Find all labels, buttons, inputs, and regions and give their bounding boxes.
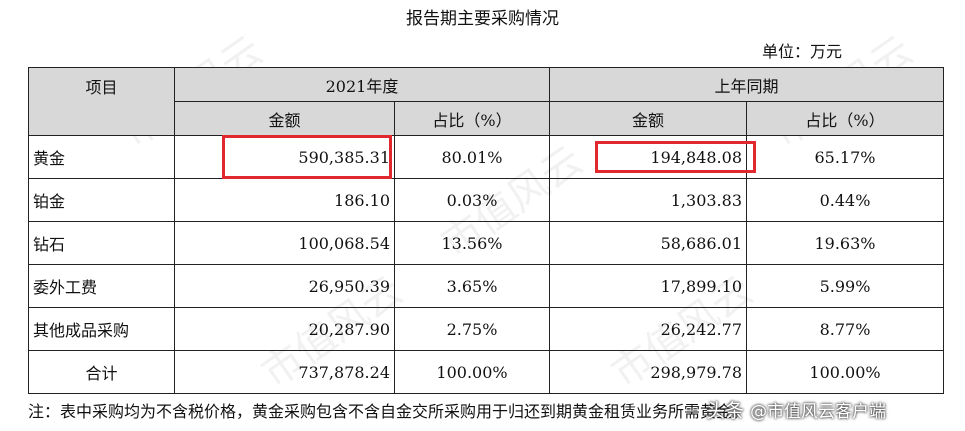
cur-share-header: 占比（%） [394,101,550,136]
cur-amount: 100,068.54 [174,221,395,265]
watermark-prefix: 头条 [706,400,745,422]
row-item: 其他成品采购 [28,307,175,351]
total-row: 合计 737,878.24 100.00% 298,979.78 100.00% [28,350,944,394]
item-header: 项目 [28,67,175,136]
prior-share: 5.99% [746,264,944,308]
prior-amount: 26,242.77 [549,307,747,351]
cur-amount: 20,287.90 [174,307,395,351]
prior-amount: 1,303.83 [549,178,747,222]
table-row: 铂金 186.10 0.03% 1,303.83 0.44% [28,178,944,222]
prior-share: 8.77% [746,307,944,351]
prior-amount: 17,899.10 [549,264,747,308]
footnote: 注：表中采购均为不含税价格，黄金采购包含不含自金交所采购用于归还到期黄金租赁业务… [28,402,749,421]
table-row: 委外工费 26,950.39 3.65% 17,899.10 5.99% [28,264,944,308]
prior-amount: 58,686.01 [549,221,747,265]
cur-amount: 590,385.31 [174,135,395,179]
cur-share: 80.01% [394,135,550,179]
header-row-2: 金额 占比（%） 金额 占比（%） [29,101,944,136]
table-row: 其他成品采购 20,287.90 2.75% 26,242.77 8.77% [28,307,944,351]
cur-amount: 186.10 [174,178,395,222]
table-row: 黄金 590,385.31 80.01% 194,848.08 65.17% [28,135,944,179]
highlight-box-prior-gold [595,141,756,173]
row-item: 委外工费 [28,264,175,308]
prior-share: 0.44% [746,178,944,222]
page-title: 报告期主要采购情况 [406,9,559,29]
cur-amount-header: 金额 [174,101,395,136]
source-watermark: 头条 @市值风云客户端 [706,396,886,423]
cur-share: 13.56% [394,221,550,265]
highlight-box-current-gold [222,135,392,179]
prior-amount-header: 金额 [549,101,747,136]
prior-share: 65.17% [746,135,944,179]
period-current-header: 2021年度 [174,67,550,102]
table-row: 钻石 100,068.54 13.56% 58,686.01 19.63% [28,221,944,265]
total-label: 合计 [28,350,175,394]
row-item: 钻石 [28,221,175,265]
unit-label: 单位：万元 [761,42,842,61]
procurement-table: 项目 2021年度 上年同期 金额 占比（%） 金额 占比（%） 黄金 590,… [28,67,944,394]
prior-share: 19.63% [746,221,944,265]
header-row-1: 项目 2021年度 上年同期 [28,67,944,136]
prior-share-header: 占比（%） [746,101,944,136]
row-item: 铂金 [28,178,175,222]
total-prior-amount: 298,979.78 [549,350,747,394]
row-item: 黄金 [28,135,175,179]
total-cur-share: 100.00% [394,350,550,394]
cur-amount: 26,950.39 [174,264,395,308]
period-prior-header: 上年同期 [549,67,944,102]
cur-share: 0.03% [394,178,550,222]
total-cur-amount: 737,878.24 [174,350,395,394]
watermark-handle: @市值风云客户端 [750,402,887,422]
total-prior-share: 100.00% [746,350,944,394]
cur-share: 2.75% [394,307,550,351]
cur-share: 3.65% [394,264,550,308]
